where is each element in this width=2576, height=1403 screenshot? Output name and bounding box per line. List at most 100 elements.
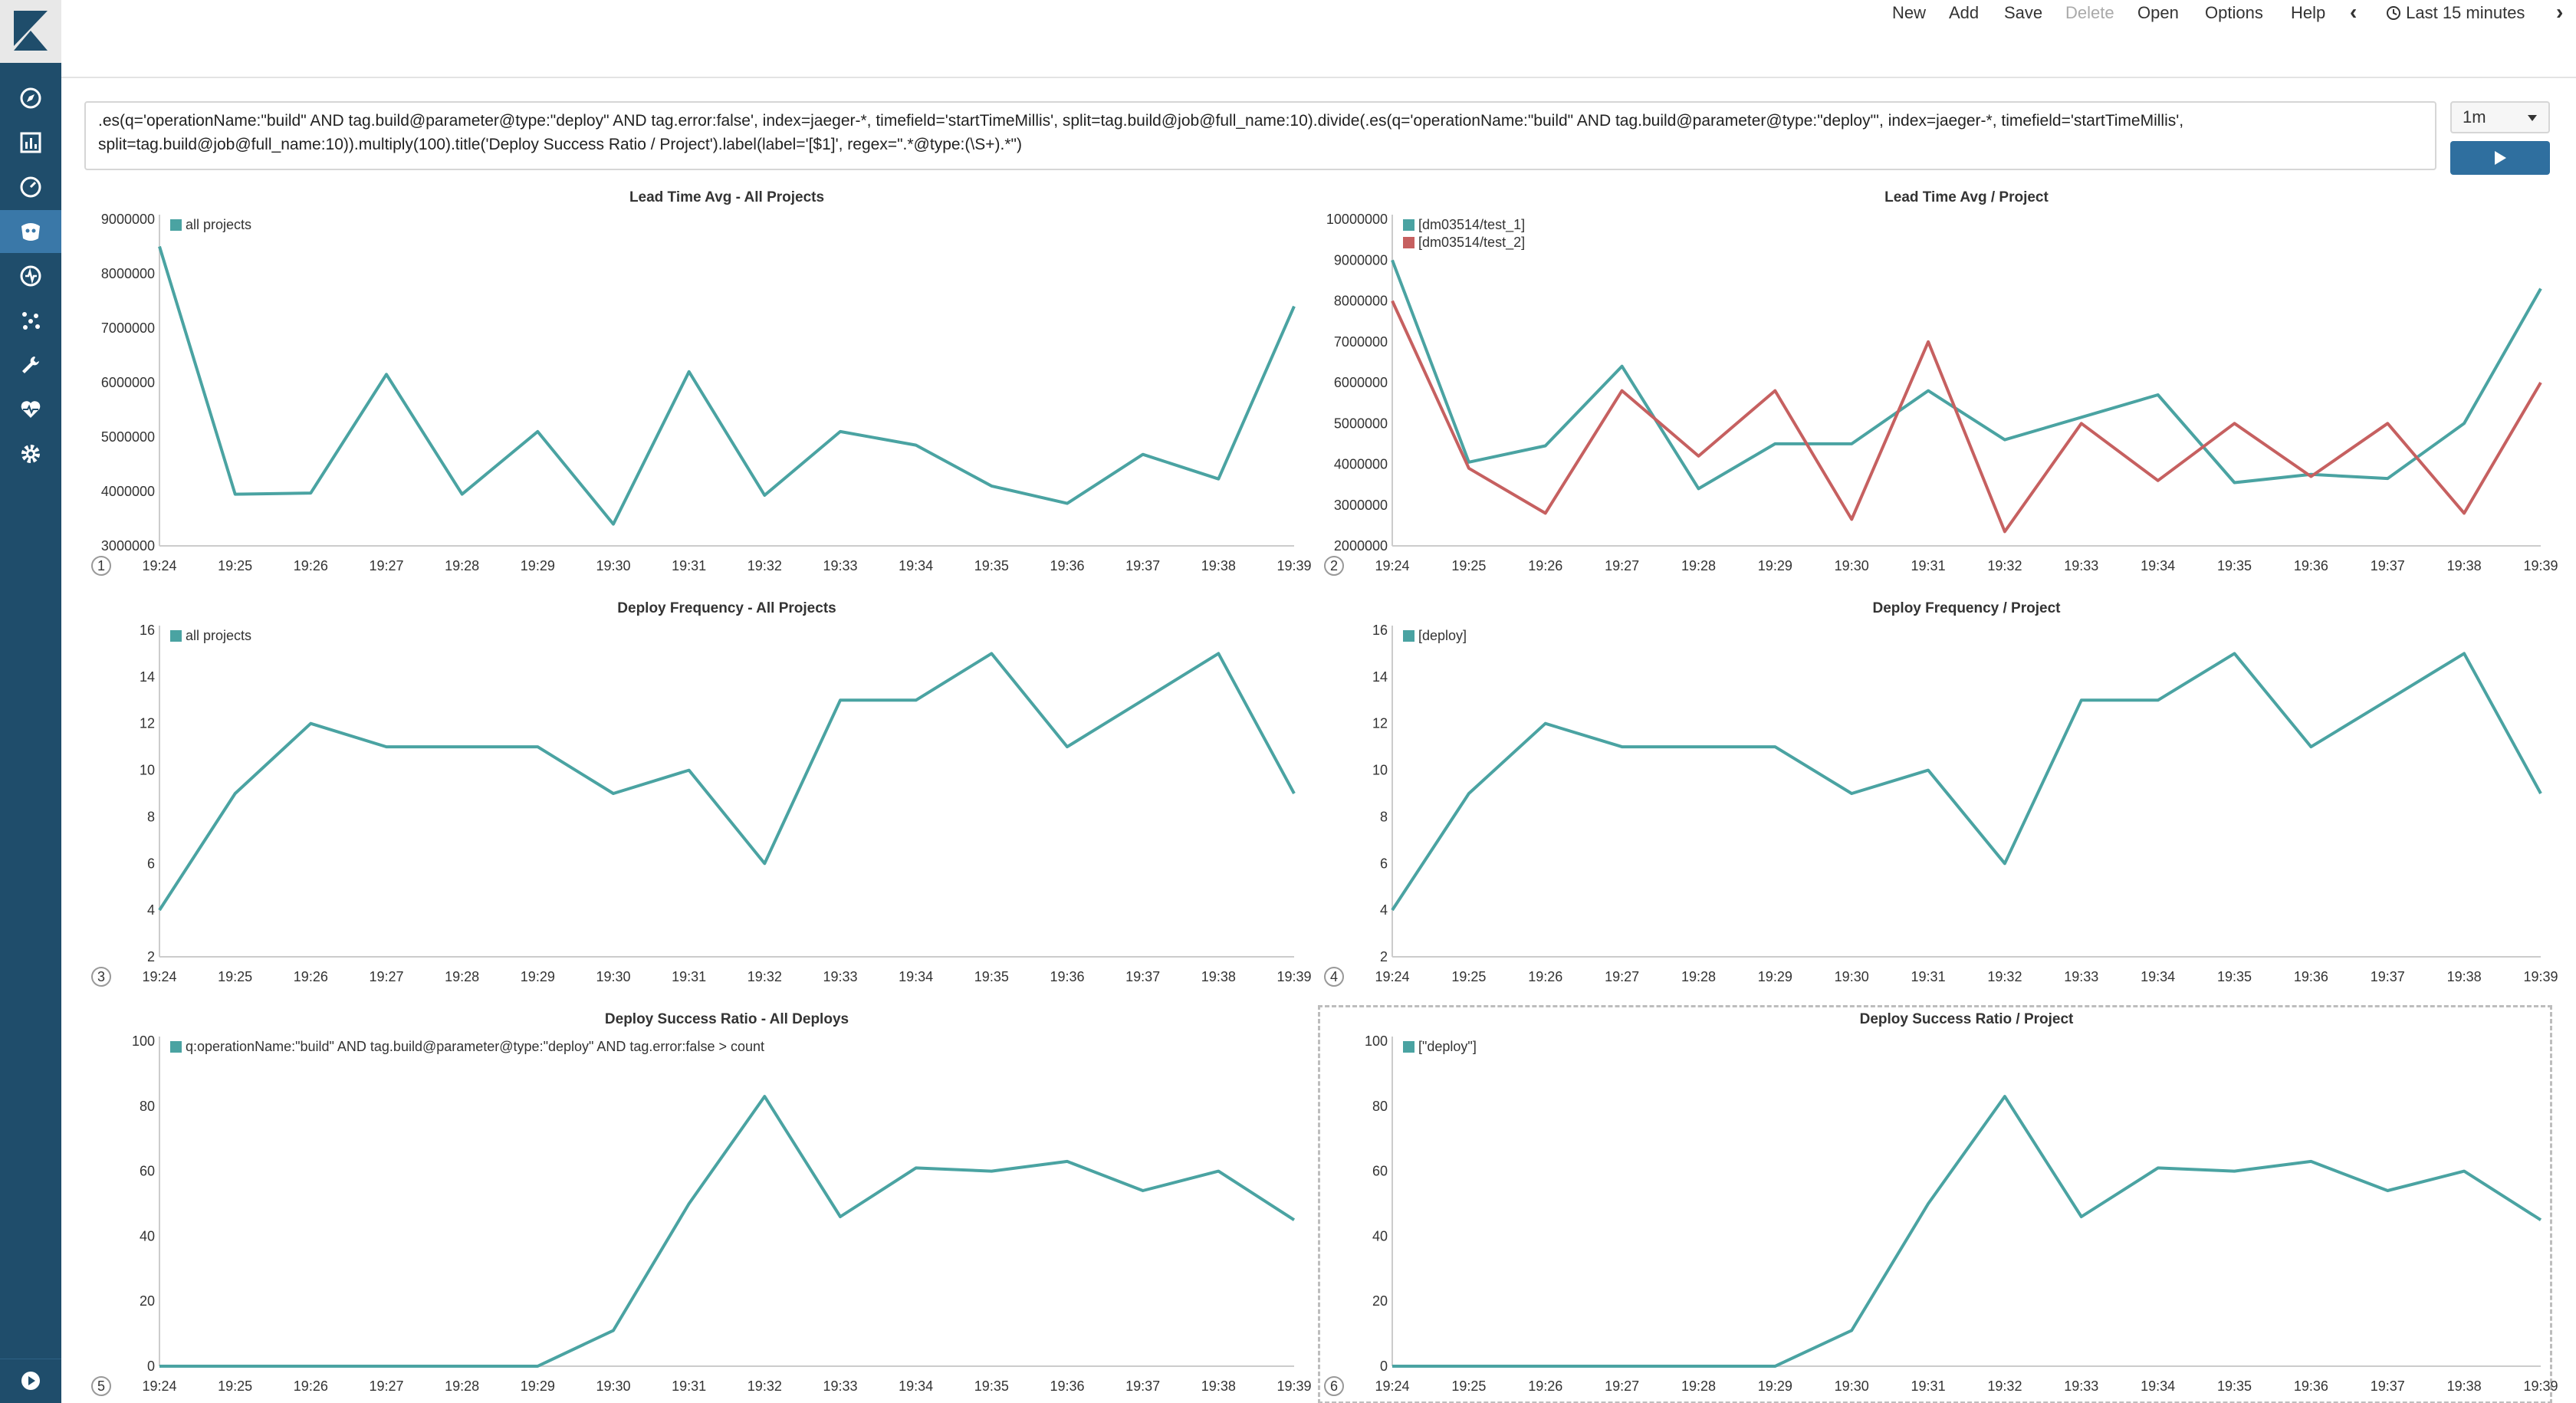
legend-label[interactable]: [deploy] — [1418, 628, 1467, 643]
x-tick-label: 19:30 — [596, 969, 630, 984]
y-tick-label: 16 — [140, 623, 155, 638]
legend-swatch — [1403, 1041, 1414, 1053]
time-back-button[interactable]: ‹ — [2350, 0, 2358, 24]
time-range-label: Last 15 minutes — [2406, 3, 2525, 22]
panel-number-badge: 1 — [91, 556, 111, 576]
interval-value: 1m — [2463, 107, 2486, 127]
chart-panel-success-ratio-all[interactable]: Deploy Success Ratio - All Deploys 100 80 6… — [86, 1006, 1312, 1403]
legend-swatch — [1403, 630, 1414, 642]
expression-input[interactable]: .es(q='operationName:"build" AND tag.bui… — [84, 101, 2436, 170]
x-tick-label: 19:33 — [2064, 558, 2098, 573]
x-tick-label: 19:32 — [1987, 558, 2022, 573]
sidebar-item-management[interactable] — [0, 432, 61, 475]
x-tick-label: 19:35 — [2217, 558, 2252, 573]
y-tick-label: 4 — [147, 902, 155, 918]
chart-svg: Deploy Success Ratio / Project1008060402… — [1324, 1011, 2558, 1396]
y-tick-label: 8 — [147, 809, 155, 824]
y-tick-label: 12 — [1372, 716, 1388, 731]
chart-title: Deploy Success Ratio / Project — [1860, 1011, 2074, 1027]
panel-number-badge: 3 — [91, 967, 111, 987]
sidebar-item-dashboard[interactable] — [0, 166, 61, 209]
x-tick-label: 19:37 — [1125, 558, 1160, 573]
kibana-logo-icon[interactable] — [0, 0, 61, 63]
chart-panel-lead-time-all[interactable]: Lead Time Avg - All Projects 9000000 80000… — [86, 184, 1312, 583]
sidebar-item-dev-tools[interactable] — [0, 343, 61, 386]
y-tick-label: 20 — [140, 1293, 155, 1309]
y-tick-label: 40 — [140, 1228, 155, 1244]
y-tick-label: 2 — [1380, 949, 1388, 964]
x-tick-label: 19:30 — [596, 1378, 630, 1394]
apm-icon — [20, 265, 41, 287]
timelion-icon — [21, 223, 40, 241]
y-tick-label: 6000000 — [101, 375, 155, 390]
x-tick-label: 19:32 — [748, 1378, 782, 1394]
add-button[interactable]: Add — [1949, 3, 1980, 22]
new-button[interactable]: New — [1892, 3, 1927, 22]
delete-button[interactable]: Delete — [2065, 3, 2114, 22]
sidebar-item-discover[interactable] — [0, 77, 61, 120]
chart-title: Deploy Frequency / Project — [1873, 600, 2062, 616]
run-button[interactable] — [2450, 141, 2550, 175]
x-tick-label: 19:35 — [974, 558, 1009, 573]
legend-label[interactable]: [dm03514/test_1] — [1418, 217, 1525, 233]
legend-label[interactable]: all projects — [186, 217, 251, 232]
x-tick-label: 19:30 — [1835, 558, 1869, 573]
x-tick-label: 19:31 — [1911, 969, 1946, 984]
help-button[interactable]: Help — [2291, 3, 2326, 22]
open-button[interactable]: Open — [2137, 3, 2179, 22]
sidebar-item-apm[interactable] — [0, 255, 61, 297]
series-line — [1391, 652, 2542, 912]
y-tick-label: 7000000 — [1334, 334, 1388, 350]
save-button[interactable]: Save — [2004, 3, 2043, 22]
chart-panel-deploy-frequency-project[interactable]: Deploy Frequency / Project 16 14 12 10 8 6 4 2 19… — [1319, 595, 2558, 994]
sidebar-item-machine-learning[interactable] — [0, 299, 61, 342]
x-tick-label: 19:38 — [1201, 969, 1236, 984]
sidebar — [0, 0, 61, 1403]
x-tick-label: 19:39 — [2523, 558, 2558, 573]
legend-swatch — [170, 630, 182, 642]
interval-select[interactable]: 1m — [2450, 101, 2550, 133]
x-tick-label: 19:39 — [1276, 969, 1311, 984]
x-tick-label: 19:39 — [1276, 1378, 1311, 1394]
series-line — [159, 1095, 1296, 1368]
x-tick-label: 19:24 — [1375, 969, 1409, 984]
x-tick-label: 19:27 — [1605, 1378, 1639, 1394]
y-tick-label: 14 — [1372, 669, 1388, 685]
chart-panel-lead-time-project[interactable]: Lead Time Avg / Project 10000000 9000000 80… — [1319, 184, 2558, 583]
sidebar-item-visualize[interactable] — [0, 121, 61, 164]
options-button[interactable]: Options — [2205, 3, 2263, 22]
chart-panel-success-ratio-project[interactable]: Deploy Success Ratio / Project 100 80 60 40 2… — [1318, 1005, 2558, 1403]
y-tick-label: 8 — [1380, 809, 1388, 824]
legend-label[interactable]: [dm03514/test_2] — [1418, 235, 1525, 251]
x-tick-label: 19:28 — [445, 969, 479, 984]
x-tick-label: 19:39 — [2523, 1378, 2558, 1394]
panel-number: 1 — [97, 558, 105, 573]
sidebar-item-monitoring[interactable] — [0, 388, 61, 431]
x-tick-label: 19:31 — [672, 1378, 706, 1394]
x-tick-label: 19:25 — [1451, 1378, 1486, 1394]
chart-panel-deploy-frequency-all[interactable]: Deploy Frequency - All Projects 16 14 12 10 8… — [86, 595, 1312, 994]
time-forward-button[interactable]: › — [2556, 0, 2564, 24]
legend-label[interactable]: all projects — [186, 628, 251, 643]
x-tick-label: 19:36 — [2294, 558, 2328, 573]
sidebar-collapse-button[interactable] — [0, 1359, 61, 1402]
y-tick-label: 6000000 — [1334, 375, 1388, 390]
y-tick-label: 10000000 — [1326, 212, 1388, 227]
x-tick-label: 19:33 — [823, 558, 857, 573]
panel-number-badge: 5 — [91, 1376, 111, 1396]
x-tick-label: 19:25 — [1451, 969, 1486, 984]
expression-line-2: split=tag.build@job@full_name:10)).multi… — [98, 136, 1022, 153]
compass-icon — [20, 87, 41, 109]
x-tick-label: 19:37 — [1125, 969, 1160, 984]
sidebar-item-timelion[interactable] — [0, 210, 61, 253]
legend-label[interactable]: ["deploy"] — [1418, 1039, 1477, 1054]
x-tick-label: 19:38 — [1201, 1378, 1236, 1394]
y-tick-label: 60 — [1372, 1164, 1388, 1179]
gear-icon — [21, 445, 40, 463]
x-tick-label: 19:26 — [294, 1378, 328, 1394]
x-tick-label: 19:32 — [1987, 969, 2022, 984]
legend-label[interactable]: q:operationName:"build" AND tag.build@pa… — [186, 1039, 764, 1054]
expression-line-1: .es(q='operationName:"build" AND tag.bui… — [98, 112, 2184, 130]
chart-svg: Lead Time Avg - All Projects 9000000 80000… — [91, 189, 1312, 576]
time-picker[interactable]: Last 15 minutes — [2386, 3, 2525, 23]
